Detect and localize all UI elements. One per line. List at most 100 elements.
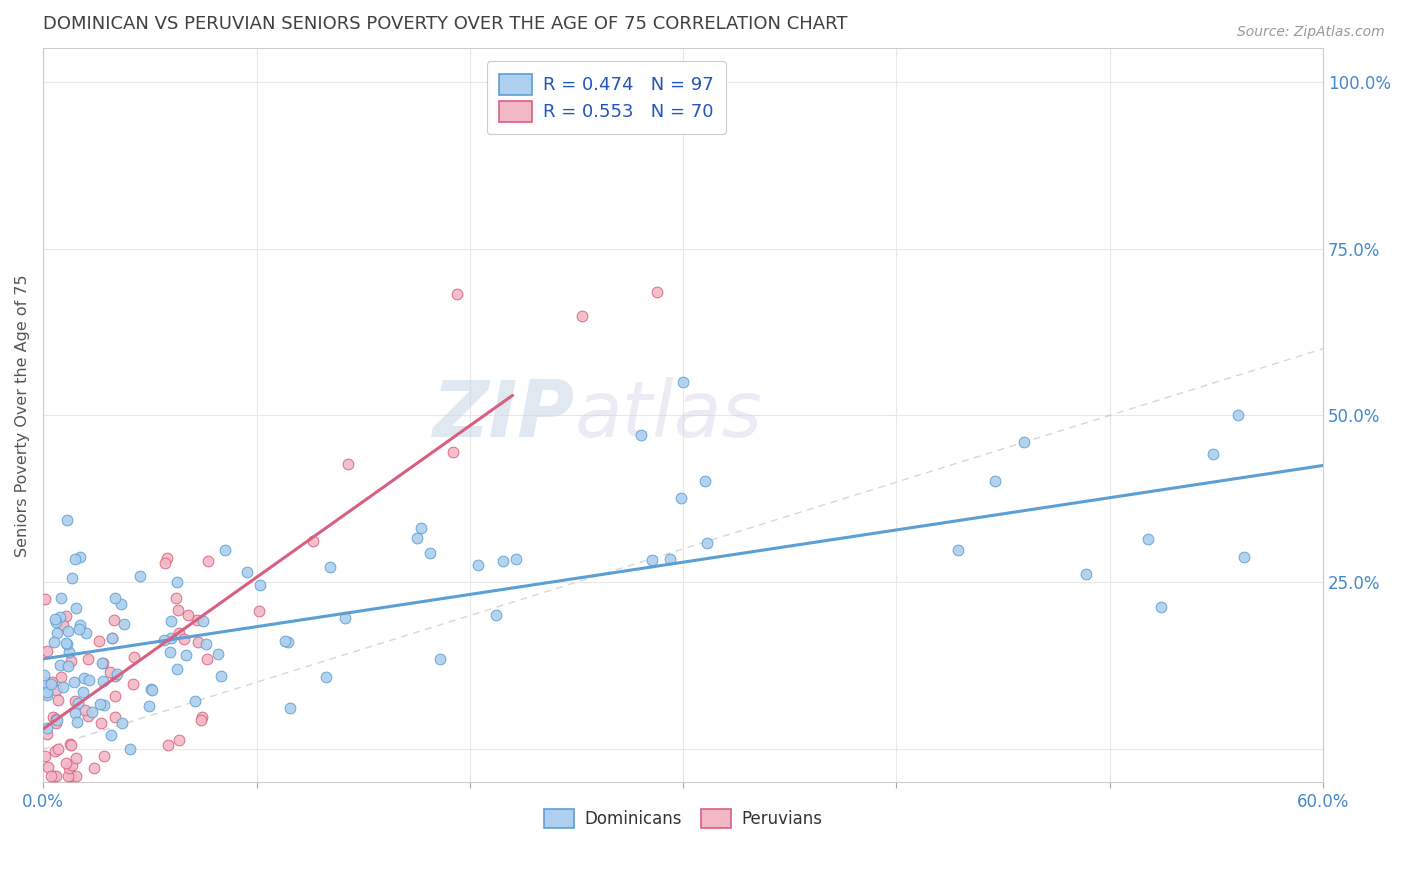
Point xyxy=(104,591,127,606)
Point xyxy=(63,674,86,689)
Point xyxy=(34,685,56,699)
Point xyxy=(75,703,97,717)
Point xyxy=(51,591,73,606)
Y-axis label: Seniors Poverty Over the Age of 75: Seniors Poverty Over the Age of 75 xyxy=(15,274,30,557)
Point xyxy=(153,633,176,648)
Point xyxy=(160,614,183,628)
Point xyxy=(190,713,212,727)
Point xyxy=(37,759,59,773)
Point xyxy=(103,689,125,703)
Point xyxy=(34,680,56,694)
Point xyxy=(630,428,652,442)
Point xyxy=(641,553,664,567)
Point xyxy=(66,715,89,730)
Point xyxy=(56,658,79,673)
Point xyxy=(235,566,257,580)
Point xyxy=(446,286,468,301)
Point xyxy=(56,637,79,651)
Point xyxy=(49,669,72,683)
Point xyxy=(49,658,72,673)
Point xyxy=(141,682,163,697)
Point xyxy=(65,706,87,720)
Point xyxy=(60,757,83,772)
Point xyxy=(405,531,427,545)
Point xyxy=(984,475,1007,489)
Point xyxy=(37,688,59,702)
Point xyxy=(45,769,67,783)
Point xyxy=(157,738,180,752)
Point xyxy=(58,645,80,659)
Point xyxy=(301,534,323,549)
Point xyxy=(59,739,82,753)
Point xyxy=(44,612,66,626)
Point xyxy=(100,632,122,646)
Point xyxy=(671,491,693,505)
Point xyxy=(156,550,179,565)
Point xyxy=(55,608,77,623)
Point xyxy=(77,673,100,688)
Point xyxy=(153,556,176,570)
Point xyxy=(695,475,717,489)
Point xyxy=(101,631,124,645)
Point xyxy=(93,698,115,713)
Text: Source: ZipAtlas.com: Source: ZipAtlas.com xyxy=(1237,25,1385,39)
Point xyxy=(34,675,56,690)
Point xyxy=(100,728,122,742)
Point xyxy=(104,669,127,683)
Point xyxy=(46,625,69,640)
Point xyxy=(32,668,55,682)
Point xyxy=(34,592,56,607)
Point xyxy=(42,769,65,783)
Point xyxy=(77,651,100,665)
Point xyxy=(1076,567,1098,582)
Point xyxy=(191,710,214,724)
Point xyxy=(56,624,79,638)
Point xyxy=(91,657,114,671)
Point xyxy=(195,652,218,666)
Point xyxy=(60,653,83,667)
Point xyxy=(214,542,236,557)
Point xyxy=(337,458,360,472)
Point xyxy=(121,677,143,691)
Point xyxy=(45,615,67,629)
Point xyxy=(42,710,65,724)
Point xyxy=(35,685,58,699)
Point xyxy=(83,761,105,775)
Point xyxy=(484,607,506,622)
Point xyxy=(177,608,200,623)
Point xyxy=(658,552,681,566)
Point xyxy=(173,632,195,646)
Text: ZIP: ZIP xyxy=(432,377,575,453)
Point xyxy=(138,698,160,713)
Point xyxy=(89,697,111,711)
Point xyxy=(46,693,69,707)
Point xyxy=(165,591,187,605)
Point xyxy=(1233,550,1256,565)
Point xyxy=(89,633,111,648)
Point xyxy=(333,611,356,625)
Point xyxy=(45,716,67,731)
Point xyxy=(274,634,297,648)
Point xyxy=(58,769,80,783)
Point xyxy=(58,737,80,751)
Point xyxy=(41,675,63,690)
Point xyxy=(166,662,188,676)
Point xyxy=(315,670,337,684)
Point xyxy=(184,694,207,708)
Point xyxy=(429,652,451,666)
Point xyxy=(249,578,271,592)
Point xyxy=(52,680,75,694)
Point xyxy=(91,656,114,670)
Point xyxy=(277,634,299,648)
Point xyxy=(82,706,104,720)
Point xyxy=(39,676,62,690)
Point xyxy=(45,683,67,698)
Point xyxy=(65,769,87,783)
Point xyxy=(67,623,90,637)
Point xyxy=(93,674,115,689)
Point xyxy=(37,721,59,735)
Point xyxy=(191,614,214,628)
Point xyxy=(672,375,695,389)
Point xyxy=(441,444,464,458)
Point xyxy=(645,285,668,299)
